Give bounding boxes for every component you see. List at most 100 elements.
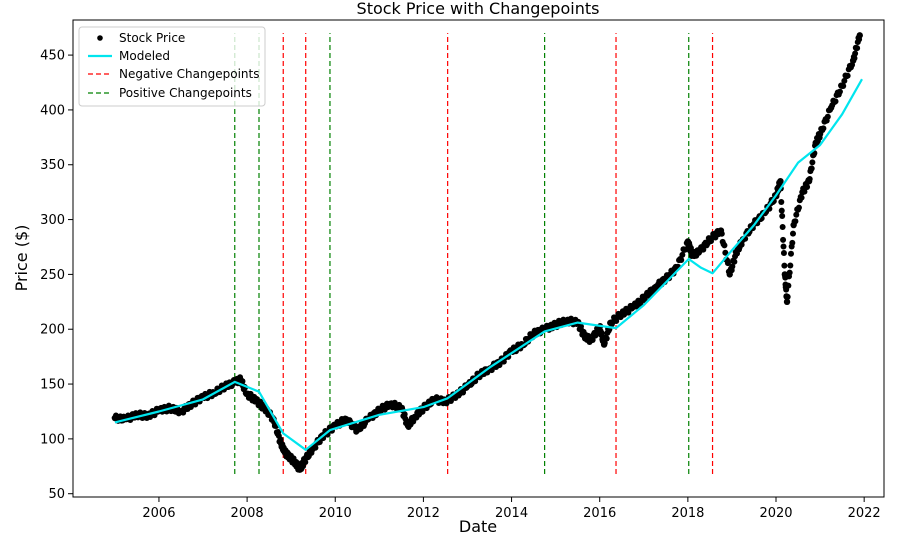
- stock-price-point: [856, 32, 863, 39]
- stock-price-point: [552, 321, 559, 329]
- stock-price-point: [530, 330, 537, 337]
- stock-price-point: [629, 304, 636, 311]
- x-tick-label: 2012: [407, 506, 440, 521]
- y-tick-label: 150: [40, 378, 65, 393]
- x-tick-label: 2006: [142, 506, 175, 521]
- stock-price-trail-point: [824, 113, 831, 120]
- stock-price-trail-point: [679, 251, 686, 258]
- stock-price-point: [285, 453, 293, 460]
- stock-price-trail-point: [401, 411, 408, 418]
- stock-price-trail-point: [678, 256, 685, 263]
- stock-price-point: [607, 319, 614, 326]
- y-tick-label: 350: [40, 158, 65, 173]
- stock-price-trail-point: [786, 269, 793, 276]
- stock-price-trail-point: [789, 239, 796, 246]
- stock-price-trail-point: [780, 250, 787, 257]
- legend-positive-label: Positive Changepoints: [119, 86, 252, 100]
- stock-price-point: [237, 376, 244, 383]
- stock-price-trail-point: [778, 198, 785, 205]
- stock-price-trail-point: [785, 282, 792, 289]
- stock-price-trail-point: [700, 246, 707, 253]
- stock-price-point: [252, 397, 260, 404]
- stock-price-trail-point: [779, 212, 786, 219]
- stock-price-point: [790, 221, 797, 229]
- stock-price-point: [849, 57, 857, 64]
- x-tick-label: 2020: [759, 506, 792, 521]
- stock-price-point: [581, 332, 588, 340]
- stock-price-point: [281, 448, 288, 456]
- plot-frame: [72, 19, 885, 498]
- legend-modeled-label: Modeled: [119, 49, 170, 63]
- stock-price-point: [261, 404, 268, 412]
- stock-price-point: [781, 271, 789, 278]
- stock-price-point: [684, 238, 692, 245]
- stock-price-point: [563, 317, 570, 324]
- stock-price-point: [354, 426, 361, 434]
- stock-price-trail-point: [779, 223, 786, 230]
- stock-price-point: [640, 295, 647, 302]
- stock-price-trail-point: [809, 159, 816, 166]
- stock-price-trail-point: [787, 250, 794, 257]
- stock-price-point: [695, 249, 703, 256]
- axes: 2006 2008 2010 2012 2014 2016 2018 2020 2022 50 10…: [40, 49, 881, 521]
- y-tick-label: 50: [48, 487, 65, 502]
- stock-price-point: [805, 177, 813, 185]
- stock-price-point: [301, 457, 308, 465]
- stock-price-point: [411, 413, 418, 421]
- stock-price-trail-point: [808, 165, 815, 172]
- stock-price-point: [816, 130, 824, 138]
- stock-price-point: [387, 400, 394, 407]
- stock-price-trail-point: [778, 207, 785, 214]
- stock-price-trail-point: [852, 50, 859, 57]
- stock-price-trail-point: [820, 125, 827, 132]
- stock-price-trail-point: [729, 263, 736, 270]
- x-tick-label: 2022: [848, 506, 881, 521]
- stock-price-point: [296, 466, 304, 473]
- stock-price-trail-point: [780, 236, 787, 243]
- stock-price-point: [799, 188, 806, 196]
- stock-price-trail-point: [804, 183, 811, 190]
- y-tick-label: 300: [40, 213, 65, 228]
- stock-price-trail-point: [603, 335, 610, 342]
- stock-price-point: [292, 459, 299, 467]
- stock-price-trail-point: [598, 330, 605, 337]
- x-tick-label: 2016: [583, 506, 616, 521]
- stock-price-point: [812, 139, 819, 147]
- stock-price-trail-point: [787, 262, 794, 269]
- y-axis-title: Price ($): [12, 225, 31, 292]
- x-tick-label: 2018: [671, 506, 704, 521]
- stock-price-point: [600, 341, 608, 348]
- stock-price-trail-point: [832, 98, 839, 105]
- legend-stock-marker: [97, 35, 103, 41]
- stock-price-point: [689, 251, 696, 258]
- stock-price-trail-point: [798, 194, 805, 201]
- stock-price-point: [651, 284, 659, 291]
- stock-price-trail-point: [781, 262, 788, 269]
- y-tick-label: 100: [40, 432, 65, 447]
- plot-area: [111, 32, 863, 474]
- stock-price-point: [827, 104, 835, 111]
- stock-price-trail-point: [854, 45, 861, 52]
- stock-price-trail-point: [780, 243, 787, 250]
- stock-price-trail-point: [722, 249, 729, 256]
- stock-price-point: [777, 177, 784, 185]
- legend-negative-label: Negative Changepoints: [119, 67, 259, 81]
- stock-price-trail-point: [795, 204, 802, 211]
- stock-price-point: [431, 396, 438, 403]
- y-tick-label: 400: [40, 103, 65, 118]
- legend-box: [78, 26, 266, 107]
- y-tick-label: 450: [40, 49, 65, 64]
- modeled-line: [114, 78, 863, 451]
- stock-price-point: [376, 407, 383, 414]
- x-axis-title: Date: [459, 517, 497, 536]
- stock-price-point: [838, 82, 846, 89]
- stock-price-point: [587, 336, 595, 344]
- stock-price-point: [111, 414, 119, 422]
- legend: Stock Price Modeled Negative Changepoint…: [78, 26, 266, 107]
- stock-price-point: [243, 390, 251, 398]
- stock-price-trail-point: [724, 260, 731, 267]
- stock-price-trail-point: [836, 88, 843, 95]
- stock-price-trail-point: [844, 72, 851, 79]
- stock-price-trail-point: [784, 293, 791, 300]
